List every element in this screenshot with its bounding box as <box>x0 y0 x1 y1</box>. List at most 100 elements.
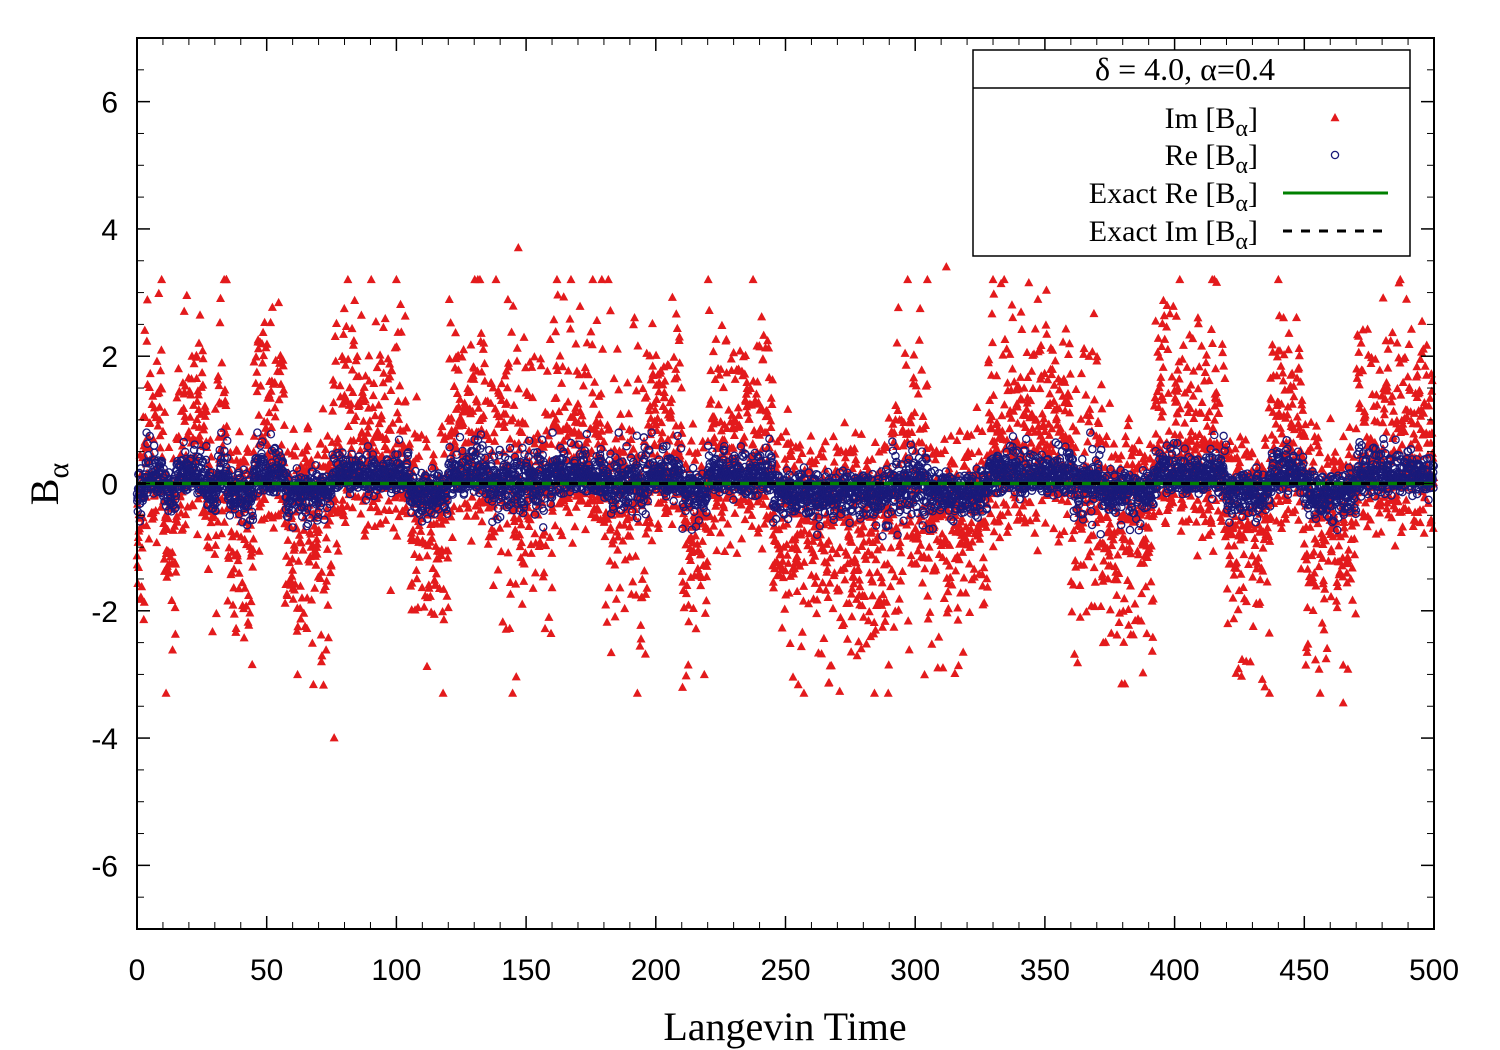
im-data-point <box>351 356 361 365</box>
im-data-point <box>180 416 190 425</box>
im-data-point <box>316 438 326 447</box>
im-data-point <box>349 335 359 345</box>
im-data-point <box>392 342 402 351</box>
im-data-point <box>310 583 320 592</box>
im-data-point <box>563 446 573 455</box>
im-data-point <box>183 431 193 441</box>
im-data-point <box>281 551 291 560</box>
im-data-point <box>615 583 625 592</box>
im-data-point <box>501 409 511 418</box>
im-data-point <box>279 389 289 398</box>
im-data-point <box>605 556 615 565</box>
im-data-point <box>483 539 493 548</box>
im-data-point <box>321 533 331 542</box>
im-data-point <box>459 344 469 354</box>
im-data-point <box>366 274 376 284</box>
im-data-point <box>548 409 558 418</box>
im-data-point <box>282 590 292 599</box>
im-data-point <box>312 549 322 558</box>
im-data-point <box>509 516 519 525</box>
im-data-point <box>425 591 435 600</box>
im-data-point <box>592 315 602 324</box>
im-data-point <box>606 447 616 456</box>
im-data-point <box>511 672 521 681</box>
im-data-point <box>508 688 518 697</box>
im-data-point <box>204 564 214 574</box>
im-data-point <box>280 598 290 607</box>
im-data-point <box>142 336 152 345</box>
im-data-point <box>618 536 628 545</box>
im-data-point <box>610 612 620 621</box>
im-data-point <box>551 414 561 423</box>
im-data-point <box>564 493 574 502</box>
im-data-point <box>553 290 563 299</box>
im-data-point <box>318 404 328 413</box>
im-data-point <box>410 549 420 559</box>
im-data-point <box>570 522 580 531</box>
im-data-point <box>600 531 610 541</box>
im-data-point <box>503 294 513 304</box>
im-data-point <box>220 396 230 405</box>
im-data-point <box>465 387 475 396</box>
im-data-point <box>374 400 384 409</box>
im-data-point <box>419 602 429 611</box>
im-data-point <box>139 614 149 624</box>
im-data-point <box>348 340 358 349</box>
im-data-point <box>213 517 223 526</box>
im-data-point <box>274 395 284 404</box>
im-data-point <box>505 623 515 633</box>
im-data-point <box>551 361 561 370</box>
im-data-point <box>381 515 391 524</box>
im-data-point <box>171 567 181 576</box>
im-data-point <box>189 359 199 368</box>
im-data-point <box>479 410 489 420</box>
im-data-point <box>519 576 529 585</box>
im-data-point <box>506 589 516 598</box>
im-data-point <box>386 385 396 394</box>
im-data-point <box>216 293 226 302</box>
im-data-point <box>405 439 415 448</box>
im-data-point <box>446 413 456 422</box>
im-data-point <box>502 519 512 528</box>
im-data-point <box>152 356 162 365</box>
im-data-point <box>524 521 534 530</box>
im-data-point <box>333 546 343 555</box>
im-data-point <box>438 688 448 697</box>
im-data-point <box>614 385 624 394</box>
im-data-point <box>247 659 257 669</box>
im-data-point <box>219 517 229 526</box>
im-data-point <box>520 419 530 428</box>
im-data-point <box>605 305 615 315</box>
im-data-point <box>530 568 540 577</box>
im-data-point <box>417 430 427 439</box>
im-data-point <box>316 630 326 639</box>
im-data-point <box>488 532 498 541</box>
im-data-point <box>539 568 549 577</box>
im-data-point <box>350 295 360 305</box>
im-data-point <box>575 301 585 310</box>
im-data-point <box>326 561 336 570</box>
im-data-point <box>449 501 459 511</box>
im-data-point <box>217 528 227 538</box>
im-data-point <box>276 440 286 449</box>
im-data-point <box>364 351 374 360</box>
im-data-point <box>414 520 424 530</box>
im-data-point <box>292 626 302 635</box>
im-data-point <box>444 294 454 303</box>
im-data-point <box>630 312 640 322</box>
im-data-point <box>606 522 616 532</box>
im-data-point <box>508 413 518 422</box>
im-data-point <box>234 462 244 471</box>
im-data-point <box>200 401 210 410</box>
im-data-point <box>278 361 288 370</box>
im-data-point <box>321 444 331 454</box>
im-data-point <box>526 548 536 557</box>
im-data-point <box>619 520 629 529</box>
im-data-point <box>307 595 317 604</box>
im-data-point <box>171 559 181 568</box>
im-data-point <box>162 572 172 581</box>
im-data-point <box>215 318 225 327</box>
im-data-point <box>512 356 522 365</box>
im-data-point <box>363 422 373 431</box>
im-data-point <box>333 504 343 513</box>
